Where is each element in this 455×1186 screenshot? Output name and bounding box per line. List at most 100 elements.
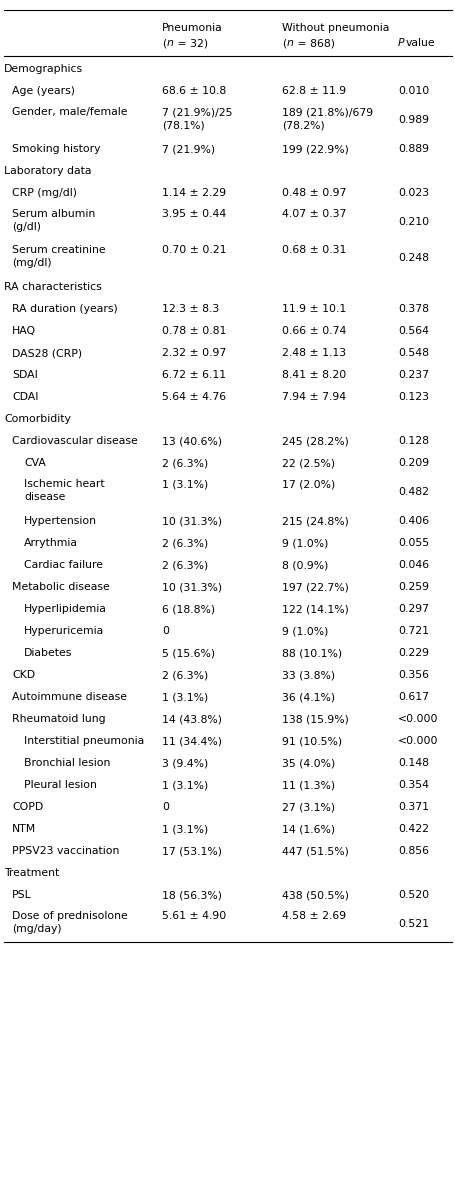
Text: 0.482: 0.482 [397,487,428,497]
Text: 4.58 ± 2.69: 4.58 ± 2.69 [281,911,345,922]
Text: Rheumatoid lung: Rheumatoid lung [12,714,106,723]
Text: 0.406: 0.406 [397,516,428,527]
Text: 0.378: 0.378 [397,304,428,314]
Text: 22 (2.5%): 22 (2.5%) [281,458,334,468]
Text: 14 (1.6%): 14 (1.6%) [281,824,334,834]
Text: = 868): = 868) [293,38,334,47]
Text: disease: disease [24,492,65,502]
Text: 0.521: 0.521 [397,919,428,929]
Text: 0.297: 0.297 [397,604,428,614]
Text: 35 (4.0%): 35 (4.0%) [281,758,334,769]
Text: 0: 0 [162,626,169,636]
Text: 5 (15.6%): 5 (15.6%) [162,648,215,658]
Text: 0.520: 0.520 [397,890,428,900]
Text: Age (years): Age (years) [12,87,75,96]
Text: 122 (14.1%): 122 (14.1%) [281,604,348,614]
Text: 11.9 ± 10.1: 11.9 ± 10.1 [281,304,345,314]
Text: 0.617: 0.617 [397,691,428,702]
Text: 7 (21.9%)/25: 7 (21.9%)/25 [162,107,232,117]
Text: (mg/dl): (mg/dl) [12,259,51,268]
Text: 0.229: 0.229 [397,648,428,658]
Text: 10 (31.3%): 10 (31.3%) [162,516,222,527]
Text: 0.66 ± 0.74: 0.66 ± 0.74 [281,326,346,336]
Text: (78.2%): (78.2%) [281,120,324,130]
Text: NTM: NTM [12,824,36,834]
Text: 4.07 ± 0.37: 4.07 ± 0.37 [281,209,346,219]
Text: 0.68 ± 0.31: 0.68 ± 0.31 [281,246,346,255]
Text: 0: 0 [162,802,169,812]
Text: Arrythmia: Arrythmia [24,538,78,548]
Text: 0.210: 0.210 [397,217,428,227]
Text: 14 (43.8%): 14 (43.8%) [162,714,222,723]
Text: 0.422: 0.422 [397,824,428,834]
Text: 9 (1.0%): 9 (1.0%) [281,626,328,636]
Text: Comorbidity: Comorbidity [4,414,71,425]
Text: COPD: COPD [12,802,43,812]
Text: 0.548: 0.548 [397,347,428,358]
Text: Hyperuricemia: Hyperuricemia [24,626,104,636]
Text: Metabolic disease: Metabolic disease [12,582,110,592]
Text: PPSV23 vaccination: PPSV23 vaccination [12,846,119,856]
Text: 0.148: 0.148 [397,758,428,769]
Text: Dose of prednisolone: Dose of prednisolone [12,911,127,922]
Text: 1 (3.1%): 1 (3.1%) [162,824,208,834]
Text: Hyperlipidemia: Hyperlipidemia [24,604,106,614]
Text: 91 (10.5%): 91 (10.5%) [281,737,341,746]
Text: Without pneumonia: Without pneumonia [281,23,389,33]
Text: 215 (24.8%): 215 (24.8%) [281,516,348,527]
Text: 2 (6.3%): 2 (6.3%) [162,458,208,468]
Text: 0.046: 0.046 [397,560,428,570]
Text: 5.64 ± 4.76: 5.64 ± 4.76 [162,393,226,402]
Text: 447 (51.5%): 447 (51.5%) [281,846,348,856]
Text: Treatment: Treatment [4,868,59,878]
Text: 245 (28.2%): 245 (28.2%) [281,436,348,446]
Text: 2.32 ± 0.97: 2.32 ± 0.97 [162,347,226,358]
Text: 197 (22.7%): 197 (22.7%) [281,582,348,592]
Text: 1.14 ± 2.29: 1.14 ± 2.29 [162,189,226,198]
Text: 36 (4.1%): 36 (4.1%) [281,691,334,702]
Text: 11 (34.4%): 11 (34.4%) [162,737,222,746]
Text: 33 (3.8%): 33 (3.8%) [281,670,334,680]
Text: 199 (22.9%): 199 (22.9%) [281,144,348,154]
Text: 0.023: 0.023 [397,189,428,198]
Text: CVA: CVA [24,458,46,468]
Text: 11 (1.3%): 11 (1.3%) [281,780,334,790]
Text: RA characteristics: RA characteristics [4,282,101,292]
Text: 0.259: 0.259 [397,582,428,592]
Text: 27 (3.1%): 27 (3.1%) [281,802,334,812]
Text: (: ( [281,38,285,47]
Text: <0.000: <0.000 [397,737,438,746]
Text: 3.95 ± 0.44: 3.95 ± 0.44 [162,209,226,219]
Text: n: n [286,38,293,47]
Text: n: n [167,38,173,47]
Text: value: value [405,38,435,47]
Text: (78.1%): (78.1%) [162,120,204,130]
Text: 18 (56.3%): 18 (56.3%) [162,890,222,900]
Text: 0.78 ± 0.81: 0.78 ± 0.81 [162,326,226,336]
Text: 189 (21.8%)/679: 189 (21.8%)/679 [281,107,372,117]
Text: 0.989: 0.989 [397,115,428,125]
Text: 0.055: 0.055 [397,538,428,548]
Text: 62.8 ± 11.9: 62.8 ± 11.9 [281,87,345,96]
Text: 2.48 ± 1.13: 2.48 ± 1.13 [281,347,345,358]
Text: 0.371: 0.371 [397,802,428,812]
Text: Bronchial lesion: Bronchial lesion [24,758,110,769]
Text: 0.128: 0.128 [397,436,428,446]
Text: <0.000: <0.000 [397,714,438,723]
Text: Pneumonia: Pneumonia [162,23,222,33]
Text: 68.6 ± 10.8: 68.6 ± 10.8 [162,87,226,96]
Text: 2 (6.3%): 2 (6.3%) [162,670,208,680]
Text: (: ( [162,38,166,47]
Text: CDAI: CDAI [12,393,38,402]
Text: Autoimmune disease: Autoimmune disease [12,691,127,702]
Text: 1 (3.1%): 1 (3.1%) [162,780,208,790]
Text: 13 (40.6%): 13 (40.6%) [162,436,222,446]
Text: 0.564: 0.564 [397,326,428,336]
Text: Demographics: Demographics [4,64,83,74]
Text: RA duration (years): RA duration (years) [12,304,117,314]
Text: Interstitial pneumonia: Interstitial pneumonia [24,737,144,746]
Text: 2 (6.3%): 2 (6.3%) [162,560,208,570]
Text: 6 (18.8%): 6 (18.8%) [162,604,215,614]
Text: 0.356: 0.356 [397,670,428,680]
Text: 0.248: 0.248 [397,253,428,263]
